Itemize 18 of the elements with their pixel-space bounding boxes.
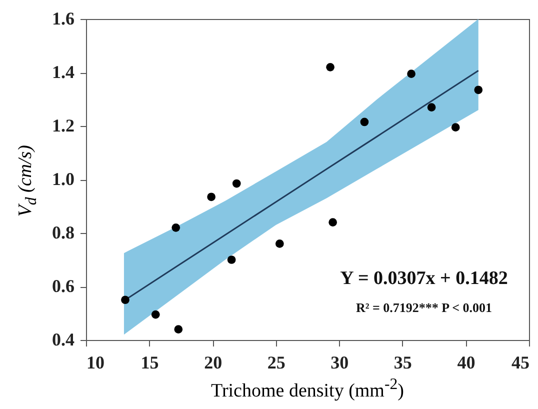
annotation: R² = 0.7192*** P < 0.001 (356, 300, 492, 315)
annotation: Y = 0.0307x + 0.1482 (340, 268, 508, 289)
x-tick-label: 25 (267, 352, 286, 372)
y-tick-label: 1.2 (52, 116, 74, 136)
x-tick-label: 20 (204, 352, 222, 372)
y-tick-label: 1.0 (52, 169, 74, 189)
y-tick-label: 0.8 (52, 222, 74, 242)
x-tick-label: 15 (140, 352, 159, 372)
y-tick-label: 0.6 (52, 276, 74, 296)
y-tick-label: 1.6 (52, 8, 74, 28)
x-tick-label: 35 (394, 352, 412, 372)
y-tick-label: 1.4 (52, 62, 74, 82)
x-tick-label: 30 (330, 352, 349, 372)
x-tick-label: 40 (457, 352, 476, 372)
x-tick-label: 45 (512, 352, 530, 372)
x-axis-title: Trichome density (mm$^{-2}$) (210, 376, 405, 402)
x-tick-label: 10 (86, 352, 104, 372)
y-tick-label: 0.4 (52, 330, 74, 350)
